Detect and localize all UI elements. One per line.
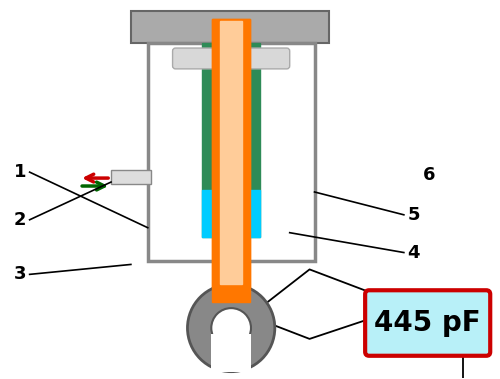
FancyBboxPatch shape: [220, 21, 242, 284]
Text: 445 pF: 445 pF: [374, 309, 481, 337]
Text: 3: 3: [14, 265, 26, 283]
FancyBboxPatch shape: [365, 290, 490, 356]
Circle shape: [188, 284, 275, 372]
Text: 1: 1: [14, 163, 26, 181]
Circle shape: [212, 308, 251, 348]
FancyBboxPatch shape: [131, 11, 330, 43]
Text: 4: 4: [408, 244, 420, 262]
FancyBboxPatch shape: [148, 43, 314, 262]
FancyBboxPatch shape: [220, 21, 242, 287]
Text: 5: 5: [408, 206, 420, 224]
Text: 2: 2: [14, 211, 26, 229]
Text: 6: 6: [422, 166, 435, 184]
FancyBboxPatch shape: [172, 48, 290, 69]
FancyBboxPatch shape: [202, 190, 214, 236]
FancyBboxPatch shape: [212, 19, 250, 289]
FancyBboxPatch shape: [111, 170, 150, 184]
FancyBboxPatch shape: [202, 43, 260, 236]
FancyBboxPatch shape: [248, 190, 260, 236]
FancyBboxPatch shape: [212, 334, 251, 372]
FancyBboxPatch shape: [212, 19, 250, 302]
